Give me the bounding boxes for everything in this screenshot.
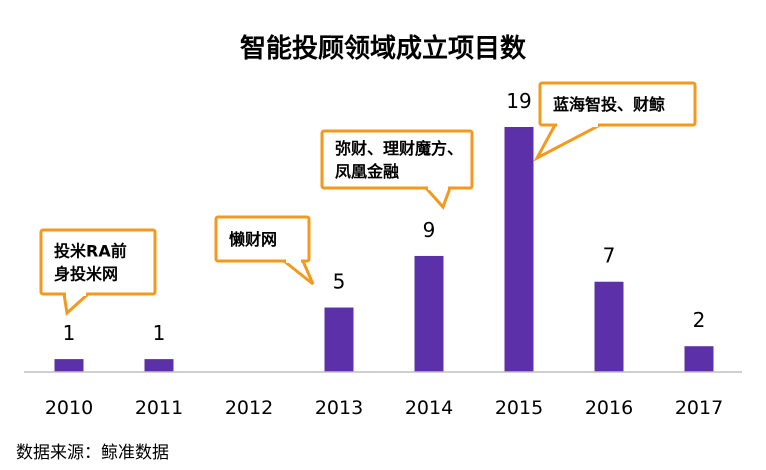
- source-note: 数据来源：鲸准数据: [16, 443, 169, 463]
- callout-box: [538, 81, 697, 127]
- callout-text: 懒财网: [229, 230, 277, 249]
- bar-2010: [54, 359, 84, 372]
- x-tick-2010: 2010: [45, 397, 93, 419]
- x-tick-2012: 2012: [225, 397, 273, 419]
- bar-2017: [684, 346, 714, 372]
- x-tick-2016: 2016: [585, 397, 633, 419]
- callout-2015: 蓝海智投、财鲸: [533, 81, 697, 162]
- bars-group: [54, 127, 714, 372]
- x-tick-2015: 2015: [495, 397, 543, 419]
- data-labels: 1 1 5 9 19 7 2: [63, 89, 706, 345]
- callout-2014: 弥财、理财魔方、凤凰金融: [320, 129, 474, 210]
- value-label-2016: 7: [603, 244, 616, 268]
- bar-2013: [324, 307, 354, 372]
- x-tick-labels: 2010 2011 2012 2013 2014 2015 2016 2017: [45, 397, 723, 419]
- callout-pointer: [62, 292, 92, 316]
- value-label-2017: 2: [693, 308, 706, 332]
- callout-text: 弥财、理财魔方、: [335, 139, 463, 158]
- value-label-2010: 1: [63, 321, 76, 345]
- callout-text: 投米RA前: [54, 242, 127, 261]
- callout-pointer: [533, 123, 601, 162]
- bar-2016: [594, 281, 624, 372]
- x-tick-2011: 2011: [135, 397, 183, 419]
- x-tick-2017: 2017: [675, 397, 723, 419]
- callout-pointer: [422, 186, 453, 210]
- bar-2015: [504, 127, 534, 372]
- callout-text: 凤凰金融: [335, 162, 399, 181]
- callout-text: 蓝海智投、财鲸: [553, 95, 665, 114]
- callout-pointer: [279, 259, 315, 286]
- bar-2014: [414, 255, 444, 372]
- callout-text: 身投米网: [54, 265, 118, 284]
- callout-box: [39, 228, 157, 296]
- callout-2013: 懒财网: [214, 215, 315, 286]
- x-tick-2013: 2013: [315, 397, 363, 419]
- callout-box: [320, 129, 474, 190]
- value-label-2015: 19: [506, 89, 531, 113]
- bar-2011: [144, 359, 174, 372]
- x-tick-2014: 2014: [405, 397, 453, 419]
- chart-title: 智能投顾领域成立项目数: [240, 33, 527, 64]
- value-label-2014: 9: [423, 218, 436, 242]
- value-label-2013: 5: [333, 270, 346, 294]
- value-label-2011: 1: [153, 321, 166, 345]
- callout-box: [214, 215, 311, 263]
